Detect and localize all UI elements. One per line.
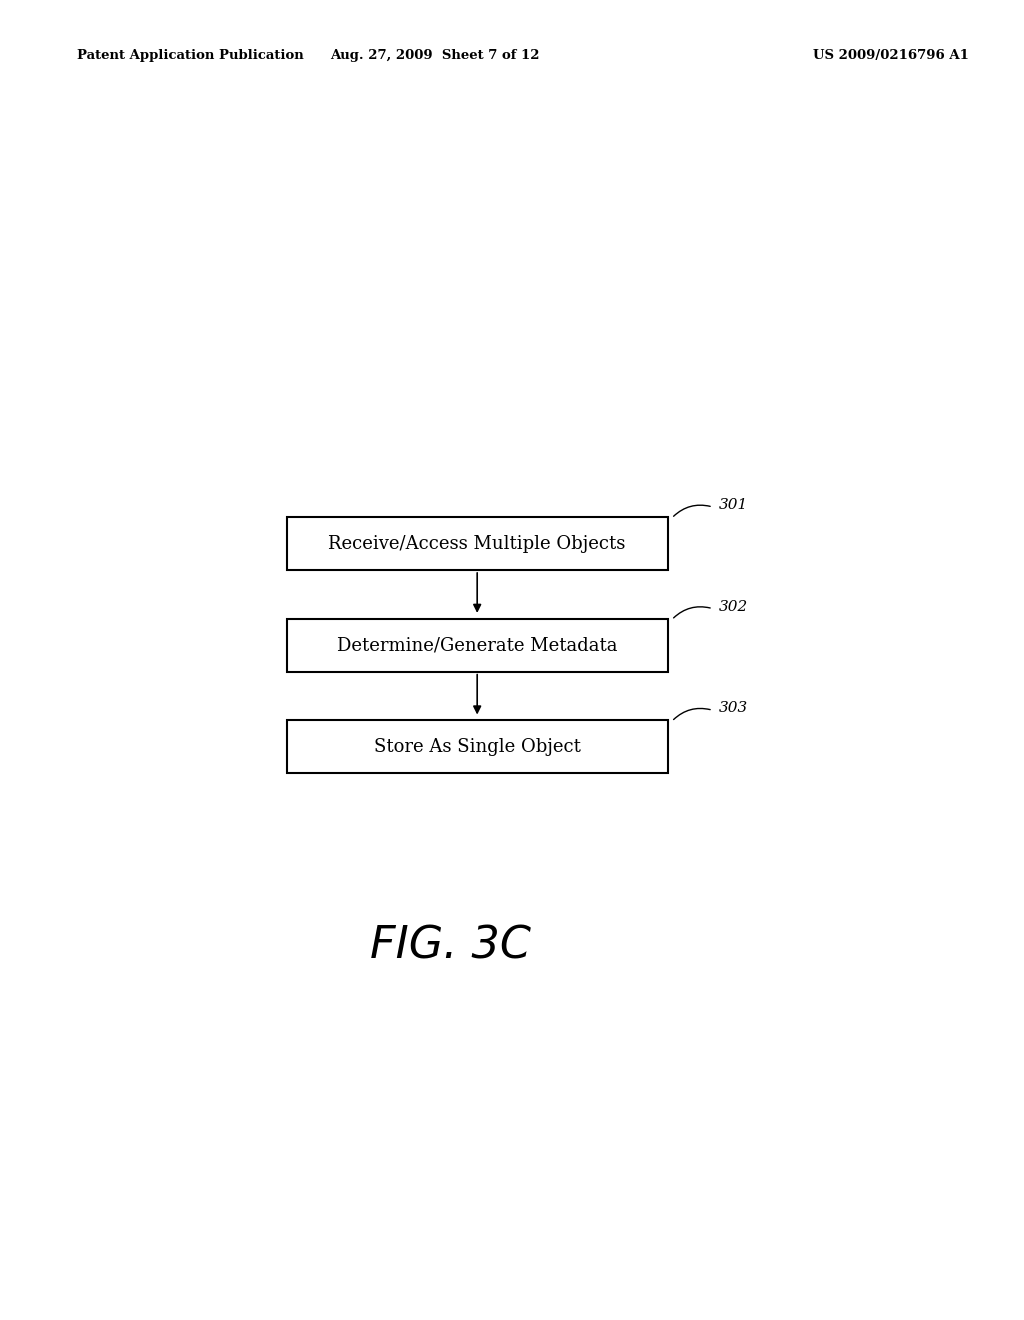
Text: Receive/Access Multiple Objects: Receive/Access Multiple Objects — [329, 535, 626, 553]
Text: FIG. 3C: FIG. 3C — [370, 924, 531, 968]
Bar — [287, 721, 668, 774]
Text: Store As Single Object: Store As Single Object — [374, 738, 581, 756]
Text: 302: 302 — [719, 599, 749, 614]
Text: 301: 301 — [719, 498, 749, 512]
Text: Aug. 27, 2009  Sheet 7 of 12: Aug. 27, 2009 Sheet 7 of 12 — [331, 49, 540, 62]
Text: 303: 303 — [719, 701, 749, 715]
Text: Determine/Generate Metadata: Determine/Generate Metadata — [337, 636, 617, 655]
Bar — [287, 517, 668, 570]
Text: US 2009/0216796 A1: US 2009/0216796 A1 — [813, 49, 969, 62]
Text: Patent Application Publication: Patent Application Publication — [77, 49, 303, 62]
Bar — [287, 619, 668, 672]
